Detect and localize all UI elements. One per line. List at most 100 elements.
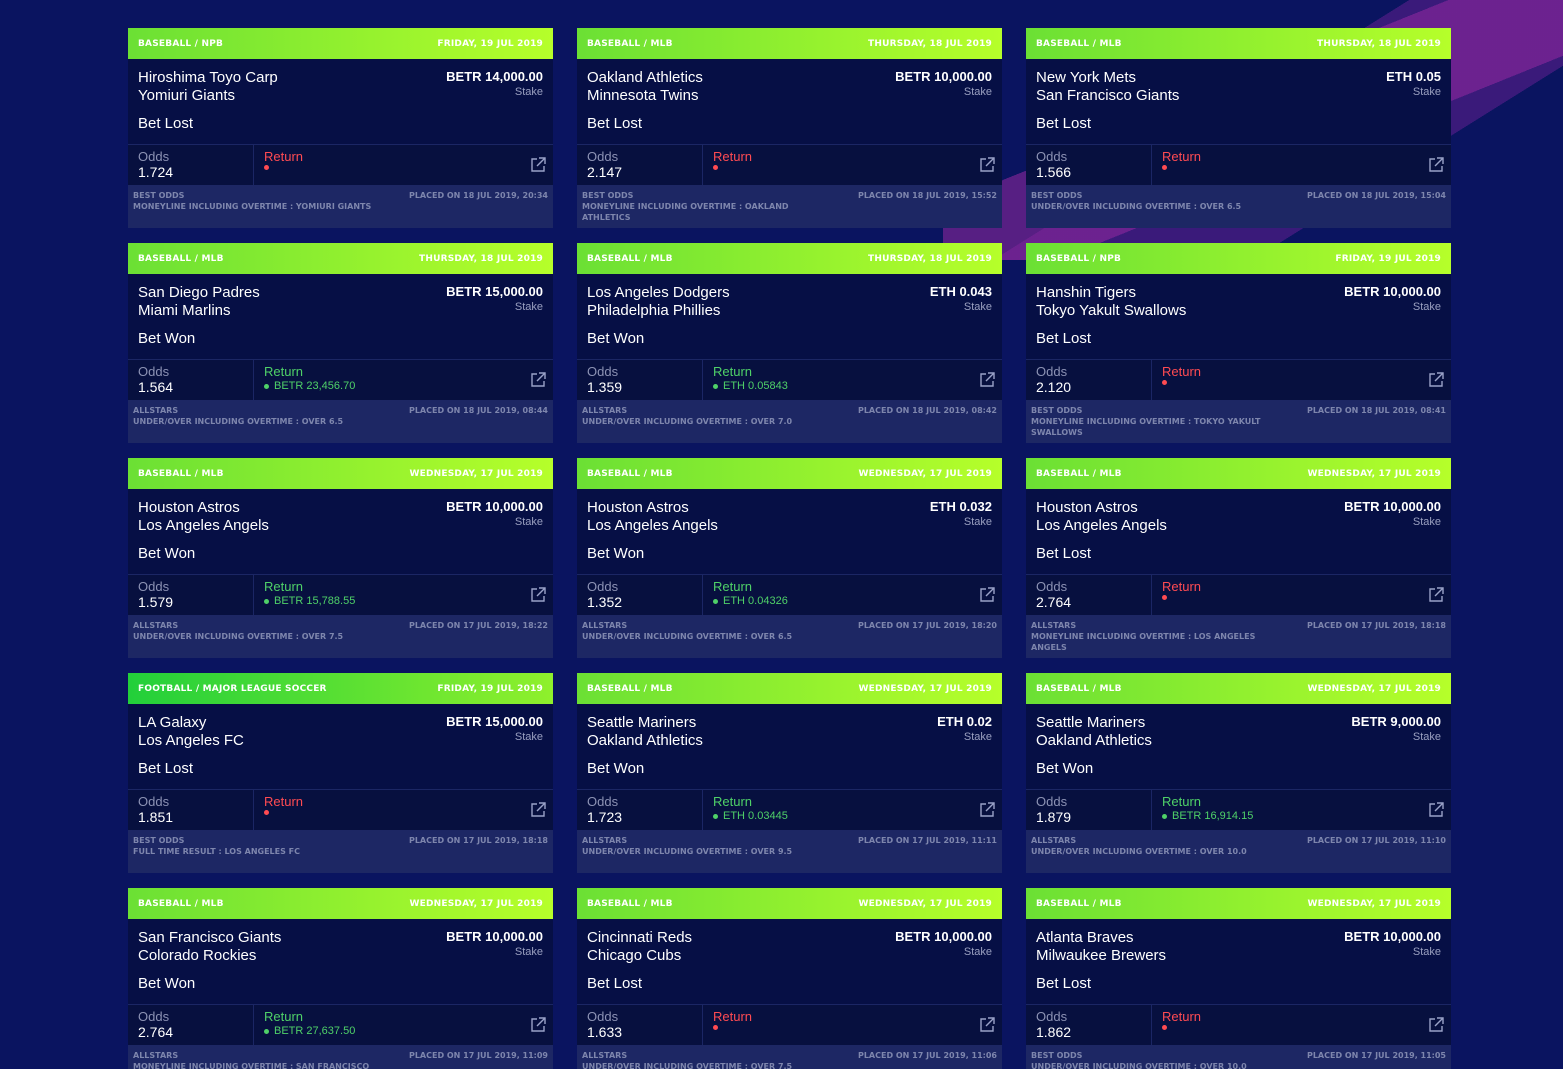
bet-result: Bet Won: [138, 545, 196, 562]
bet-card: Football / Major League Soccer Friday, 1…: [128, 673, 553, 873]
odds-label: Odds: [1036, 149, 1068, 164]
odds-return-row: Odds 1.352 Return ETH 0.04326: [577, 574, 1002, 615]
stake-block: ETH 0.05 Stake: [1386, 69, 1441, 144]
odds-value: 1.724: [138, 164, 174, 180]
pick-type: Best Odds: [133, 191, 185, 200]
external-link-icon[interactable]: [529, 156, 547, 174]
status-dot-icon: [264, 598, 269, 604]
bet-category: Baseball / MLB: [587, 683, 673, 694]
odds-return-row: Odds 1.633 Return: [577, 1004, 1002, 1045]
external-link-icon[interactable]: [1427, 1016, 1445, 1034]
return-value: ETH 0.04326: [723, 595, 788, 607]
bet-result: Bet Lost: [587, 975, 643, 992]
placed-timestamp: Placed on 17 Jul 2019, 11:06: [857, 1051, 997, 1060]
odds-return-row: Odds 1.879 Return BETR 16,914.15: [1026, 789, 1451, 830]
odds-block: Odds 1.723: [577, 790, 703, 830]
bet-market-info: Allstars Under/Over including overtime :…: [582, 405, 792, 440]
bet-card-body: Atlanta Braves Milwaukee Brewers Bet Los…: [1026, 919, 1451, 1004]
external-link-icon[interactable]: [529, 801, 547, 819]
bet-category: Baseball / NPB: [138, 38, 224, 49]
status-dot-icon: [264, 383, 269, 389]
stake-value: ETH 0.02: [937, 714, 992, 729]
odds-value: 1.862: [1036, 1024, 1072, 1040]
stake-value: ETH 0.043: [929, 284, 992, 299]
bet-card: Baseball / MLB Wednesday, 17 Jul 2019 Sa…: [128, 888, 553, 1069]
return-value-row: [1162, 380, 1441, 385]
bet-market-info: Allstars Under/Over including overtime :…: [133, 405, 343, 440]
external-link-icon[interactable]: [978, 586, 996, 604]
external-link-icon[interactable]: [1427, 801, 1445, 819]
team-away: Yomiuri Giants: [138, 87, 235, 104]
bet-market-info: Best Odds Moneyline including overtime :…: [1031, 405, 1271, 440]
stake-value: BETR 15,000.00: [446, 714, 543, 729]
bet-card-footer: Allstars Moneyline including overtime : …: [128, 1045, 553, 1069]
bet-category: Baseball / MLB: [587, 253, 673, 264]
return-value-row: ETH 0.03445: [713, 810, 992, 822]
bet-match-info: Houston Astros Los Angeles Angels Bet Wo…: [138, 499, 269, 574]
bet-card-header: Baseball / MLB Wednesday, 17 Jul 2019: [1026, 888, 1451, 919]
stake-block: BETR 10,000.00 Stake: [895, 929, 992, 1004]
stake-value: BETR 10,000.00: [1344, 499, 1441, 514]
external-link-icon[interactable]: [529, 586, 547, 604]
external-link-icon[interactable]: [1427, 371, 1445, 389]
odds-block: Odds 2.764: [128, 1005, 254, 1045]
pick-type: Allstars: [1031, 836, 1077, 845]
team-away: San Francisco Giants: [1036, 87, 1180, 104]
bet-card: Baseball / MLB Thursday, 18 Jul 2019 Oak…: [577, 28, 1002, 228]
return-value-row: [1162, 595, 1441, 600]
bet-card-body: Hiroshima Toyo Carp Yomiuri Giants Bet L…: [128, 59, 553, 144]
odds-label: Odds: [1036, 364, 1068, 379]
odds-return-row: Odds 1.723 Return ETH 0.03445: [577, 789, 1002, 830]
odds-value: 2.120: [1036, 379, 1072, 395]
stake-block: BETR 14,000.00 Stake: [446, 69, 543, 144]
bet-card-footer: Allstars Under/Over including overtime :…: [577, 400, 1002, 443]
external-link-icon[interactable]: [978, 371, 996, 389]
bet-result: Bet Lost: [587, 115, 643, 132]
odds-block: Odds 1.564: [128, 360, 254, 400]
bet-result: Bet Lost: [1036, 975, 1092, 992]
stake-block: BETR 10,000.00 Stake: [446, 929, 543, 1004]
team-home: New York Mets: [1036, 69, 1137, 86]
bet-match-info: Los Angeles Dodgers Philadelphia Phillie…: [587, 284, 730, 359]
bet-match-info: Atlanta Braves Milwaukee Brewers Bet Los…: [1036, 929, 1166, 1004]
bet-market: Full Time Result : Los Angeles FC: [133, 847, 300, 856]
stake-label: Stake: [514, 516, 543, 528]
return-value-row: [1162, 165, 1441, 170]
bet-card: Baseball / MLB Wednesday, 17 Jul 2019 Se…: [577, 673, 1002, 873]
bet-card: Baseball / MLB Thursday, 18 Jul 2019 Los…: [577, 243, 1002, 443]
team-away: Milwaukee Brewers: [1036, 947, 1167, 964]
stake-value: BETR 15,000.00: [446, 284, 543, 299]
odds-block: Odds 1.579: [128, 575, 254, 615]
odds-value: 1.851: [138, 809, 174, 825]
bet-card-body: San Diego Padres Miami Marlins Bet Won B…: [128, 274, 553, 359]
external-link-icon[interactable]: [1427, 156, 1445, 174]
external-link-icon[interactable]: [978, 1016, 996, 1034]
odds-block: Odds 1.566: [1026, 145, 1152, 185]
return-label: Return: [1162, 364, 1202, 379]
stake-label: Stake: [963, 946, 992, 958]
external-link-icon[interactable]: [529, 371, 547, 389]
bet-match-info: Hiroshima Toyo Carp Yomiuri Giants Bet L…: [138, 69, 278, 144]
bet-market: Moneyline including overtime : Yomiuri G…: [133, 202, 372, 211]
odds-label: Odds: [587, 794, 619, 809]
external-link-icon[interactable]: [529, 1016, 547, 1034]
external-link-icon[interactable]: [978, 156, 996, 174]
stake-label: Stake: [514, 86, 543, 98]
bet-card: Baseball / MLB Wednesday, 17 Jul 2019 Ho…: [1026, 458, 1451, 658]
team-home: LA Galaxy: [138, 714, 207, 731]
team-away: Colorado Rockies: [138, 947, 257, 964]
bet-card-header: Football / Major League Soccer Friday, 1…: [128, 673, 553, 704]
bet-market: Moneyline including overtime : Los Angel…: [1031, 632, 1256, 652]
bet-card-header: Baseball / MLB Wednesday, 17 Jul 2019: [1026, 673, 1451, 704]
stake-label: Stake: [514, 731, 543, 743]
bet-market-info: Allstars Under/Over including overtime :…: [582, 835, 792, 870]
bet-match-info: San Diego Padres Miami Marlins Bet Won: [138, 284, 260, 359]
external-link-icon[interactable]: [1427, 586, 1445, 604]
placed-timestamp: Placed on 17 Jul 2019, 18:18: [1306, 621, 1446, 630]
bet-card: Baseball / MLB Wednesday, 17 Jul 2019 Ho…: [128, 458, 553, 658]
bet-market: Under/Over including overtime : Over 7.0: [582, 417, 793, 426]
external-link-icon[interactable]: [978, 801, 996, 819]
bet-category: Baseball / MLB: [138, 253, 224, 264]
bet-history-grid: Baseball / NPB Friday, 19 Jul 2019 Hiros…: [128, 28, 1451, 1069]
bet-market: Under/Over including overtime : Over 10.…: [1031, 1062, 1247, 1069]
